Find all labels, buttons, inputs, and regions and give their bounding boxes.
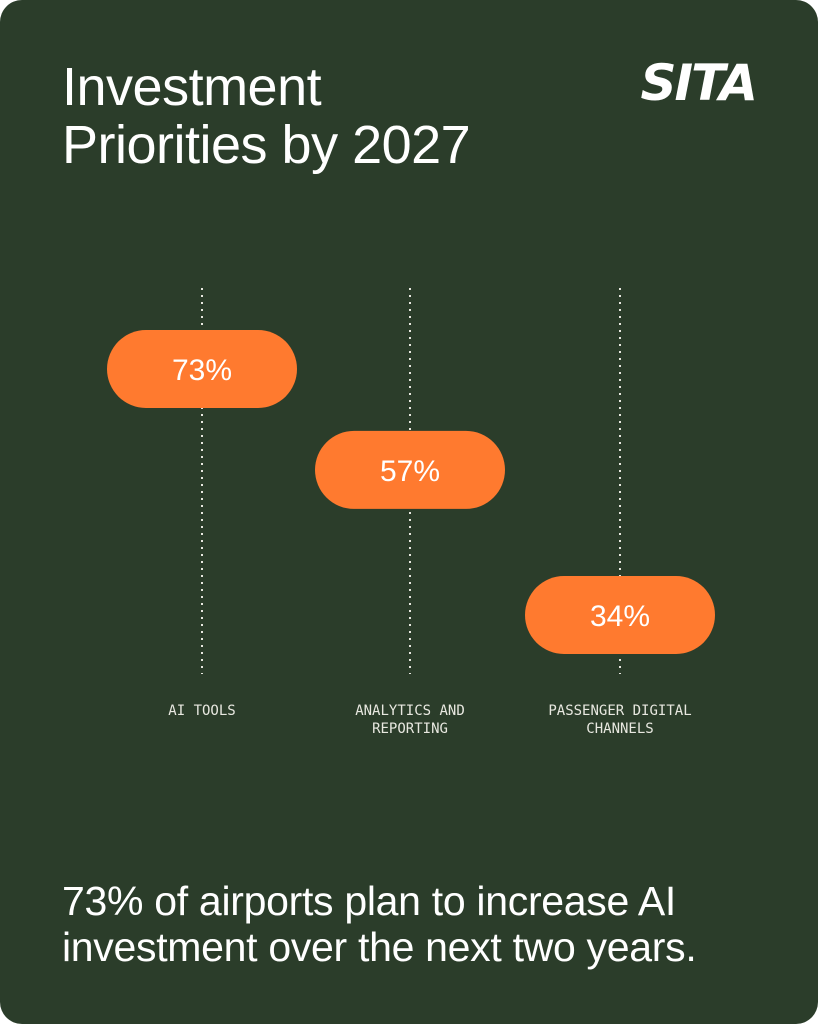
page-title: Investment Priorities by 2027 — [62, 58, 582, 174]
title-line-2: Priorities by 2027 — [62, 115, 471, 175]
footer-caption: 73% of airports plan to increase AI inve… — [62, 878, 697, 970]
title-line-1: Investment — [62, 57, 322, 117]
category-label-2-1: CHANNELS — [586, 721, 653, 737]
value-pill-2 — [525, 576, 715, 654]
value-pill-1 — [315, 430, 505, 509]
category-label-1-1: REPORTING — [372, 721, 448, 737]
category-label-0-0: AI TOOLS — [168, 703, 235, 719]
value-label-2: 34% — [590, 600, 650, 633]
sita-logo: SITA — [640, 54, 758, 112]
category-label-1-0: ANALYTICS AND — [355, 703, 465, 719]
value-pill-0 — [107, 330, 297, 408]
value-label-1: 57% — [380, 455, 440, 488]
value-label-0: 73% — [172, 354, 232, 387]
category-label-2-0: PASSENGER DIGITAL — [548, 703, 691, 719]
